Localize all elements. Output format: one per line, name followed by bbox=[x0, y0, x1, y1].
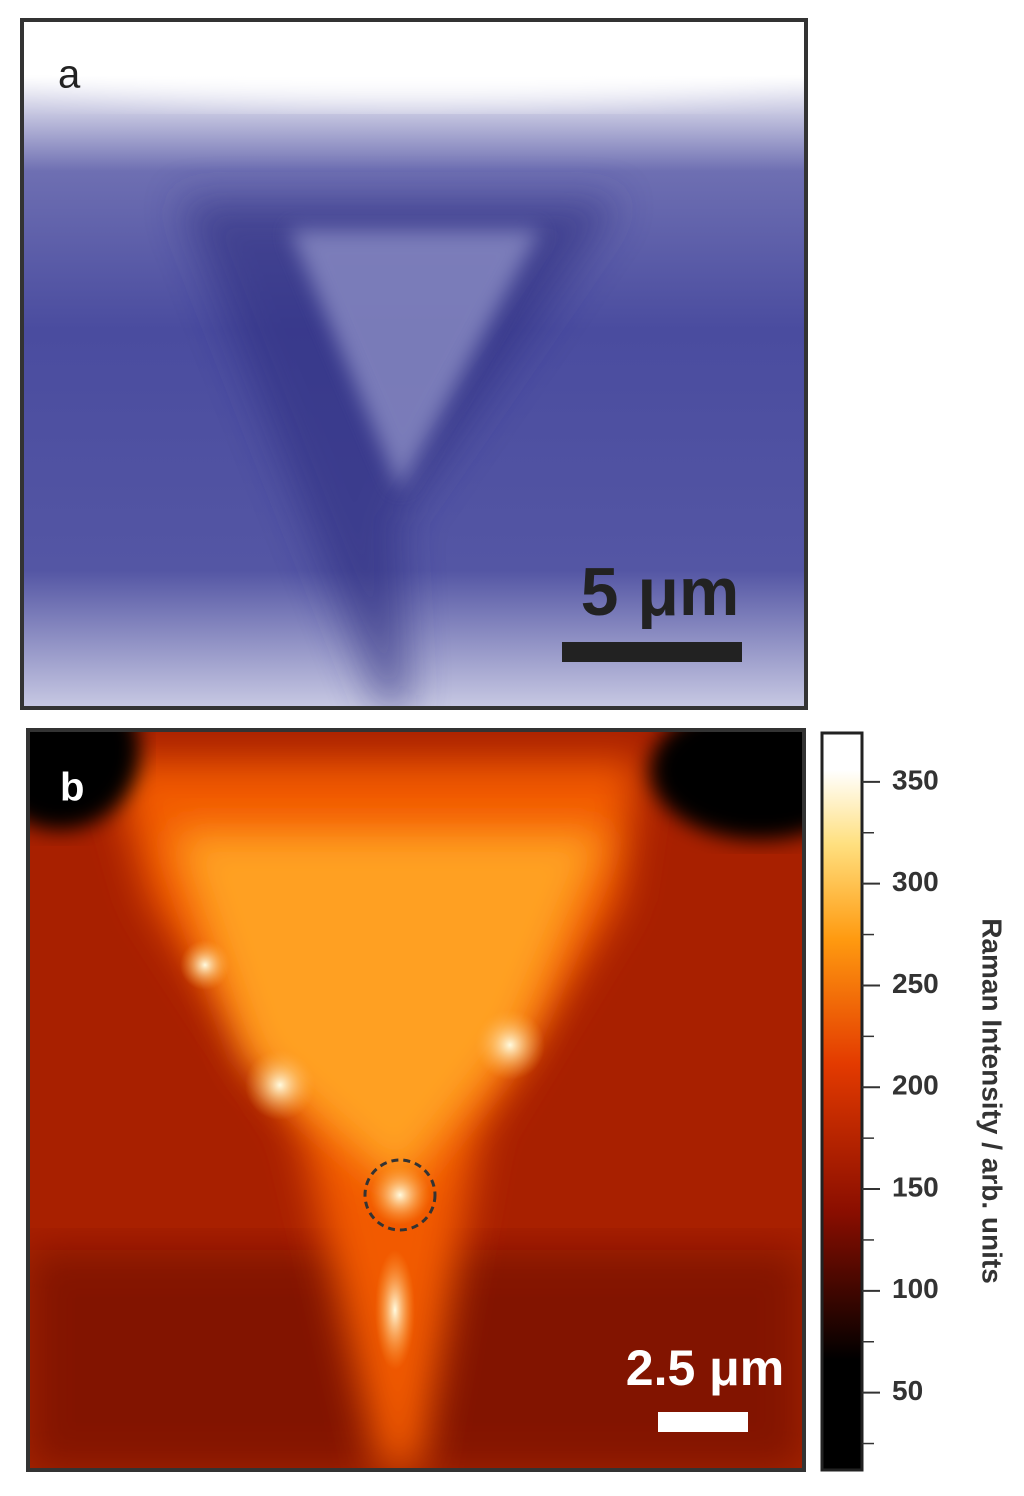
colorbar-axis: 50 100 150 200 250 300 350 bbox=[862, 764, 939, 1445]
panel-label: a bbox=[58, 53, 81, 97]
scale-bar-label: 2.5 μm bbox=[626, 1340, 784, 1396]
scale-bar bbox=[658, 1412, 748, 1432]
tick-label: 250 bbox=[892, 968, 939, 999]
tick-label: 350 bbox=[892, 764, 939, 795]
panel-a-image bbox=[22, 20, 806, 708]
tick-label: 100 bbox=[892, 1273, 939, 1304]
tick-label: 300 bbox=[892, 866, 939, 897]
scale-bar-label: 5 μm bbox=[581, 554, 740, 630]
colorbar bbox=[820, 731, 864, 1472]
marked-spot bbox=[363, 1158, 437, 1232]
panel-label: b bbox=[60, 766, 84, 810]
panel-b-image bbox=[28, 730, 804, 1470]
tick-label: 50 bbox=[892, 1375, 923, 1406]
tick-label: 150 bbox=[892, 1171, 939, 1202]
panel-b-frame bbox=[26, 728, 806, 1472]
scale-bar bbox=[562, 642, 742, 662]
panel-a-frame bbox=[20, 18, 808, 710]
tick-label: 200 bbox=[892, 1070, 939, 1101]
colorbar-label: Raman Intensity / arb. units bbox=[977, 918, 1008, 1284]
